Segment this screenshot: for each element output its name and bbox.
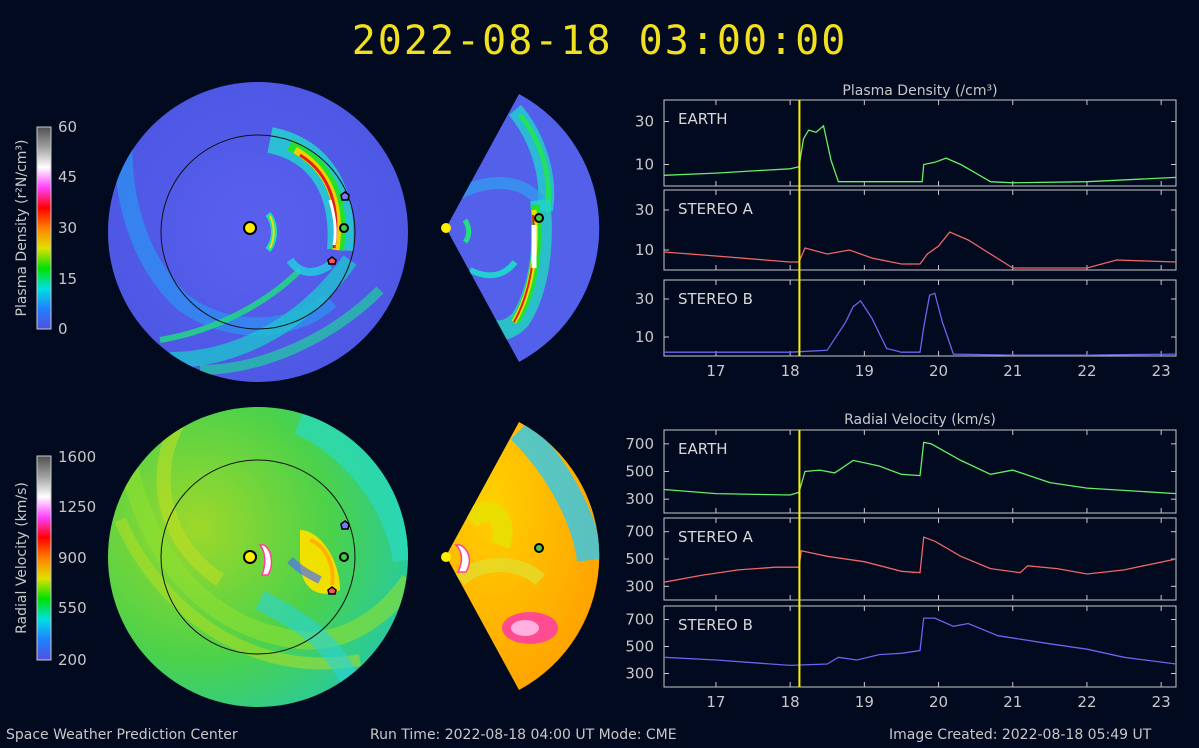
x-tick-label: 22 bbox=[1077, 362, 1096, 380]
velocity-colorbar: Radial Velocity (km/s) 1600 1250 900 550… bbox=[14, 448, 96, 669]
y-tick-label: 500 bbox=[625, 463, 654, 481]
x-tick-label: 23 bbox=[1152, 693, 1171, 711]
series-line bbox=[663, 441, 1177, 496]
velocity-ecliptic-map bbox=[108, 407, 408, 707]
sun-marker bbox=[243, 550, 257, 564]
earth-marker bbox=[534, 213, 544, 223]
series-name-label: EARTH bbox=[678, 440, 728, 458]
panel-frame bbox=[663, 189, 1177, 271]
density-colorbar-ticks: 60 45 30 15 0 bbox=[58, 118, 77, 338]
y-tick-label: 10 bbox=[635, 328, 654, 346]
series-name-label: STEREO B bbox=[678, 616, 753, 634]
earth-orbit-ring bbox=[160, 134, 356, 330]
stereo-b-marker bbox=[340, 520, 350, 530]
velocity-tick-label: 1600 bbox=[58, 448, 96, 466]
velocity-meridional-map bbox=[446, 422, 600, 690]
y-tick-label: 30 bbox=[635, 290, 654, 308]
y-tick-label: 30 bbox=[635, 113, 654, 131]
series-name-label: STEREO B bbox=[678, 290, 753, 308]
footer-run-info: Run Time: 2022-08-18 04:00 UT Mode: CME bbox=[370, 727, 677, 743]
x-tick-label: 19 bbox=[855, 693, 874, 711]
velocity-colorbar-ticks: 1600 1250 900 550 200 bbox=[58, 448, 96, 669]
y-tick-label: 300 bbox=[625, 665, 654, 683]
panel-frame bbox=[663, 99, 1177, 187]
y-tick-label: 700 bbox=[625, 523, 654, 541]
x-tick-label: 18 bbox=[781, 362, 800, 380]
chart-title: Radial Velocity (km/s) bbox=[844, 412, 996, 428]
velocity-map-markers bbox=[243, 520, 544, 595]
series-line bbox=[663, 124, 1177, 184]
density-tick-label: 45 bbox=[58, 168, 77, 186]
density-tick-label: 15 bbox=[58, 270, 77, 288]
y-tick-label: 10 bbox=[635, 241, 654, 259]
x-tick-label: 20 bbox=[929, 693, 948, 711]
y-tick-label: 300 bbox=[625, 577, 654, 595]
x-tick-label: 19 bbox=[855, 362, 874, 380]
y-tick-label: 700 bbox=[625, 611, 654, 629]
stereo-b-marker bbox=[340, 191, 350, 201]
stereo-a-marker bbox=[327, 586, 337, 595]
x-tick-label: 17 bbox=[706, 693, 725, 711]
x-tick-label: 22 bbox=[1077, 693, 1096, 711]
series-line bbox=[663, 536, 1177, 583]
x-tick-label: 21 bbox=[1003, 362, 1022, 380]
series-name-label: STEREO A bbox=[678, 528, 754, 546]
y-tick-label: 700 bbox=[625, 435, 654, 453]
x-tick-label: 20 bbox=[929, 362, 948, 380]
x-tick-label: 21 bbox=[1003, 693, 1022, 711]
earth-marker bbox=[339, 552, 349, 562]
x-tick-label: 18 bbox=[781, 693, 800, 711]
x-tick-label: 23 bbox=[1152, 362, 1171, 380]
x-tick-label: 17 bbox=[706, 362, 725, 380]
sun-marker bbox=[441, 552, 451, 562]
series-name-label: EARTH bbox=[678, 110, 728, 128]
density-colorbar-label: Plasma Density (r²N/cm³) bbox=[14, 140, 30, 317]
footer-created: Image Created: 2022-08-18 05:49 UT bbox=[889, 727, 1152, 743]
y-tick-label: 30 bbox=[635, 201, 654, 219]
velocity-tick-label: 200 bbox=[58, 651, 87, 669]
y-tick-label: 500 bbox=[625, 550, 654, 568]
density-colorbar: Plasma Density (r²N/cm³) 60 45 30 15 0 bbox=[14, 118, 77, 338]
sun-marker bbox=[441, 223, 451, 233]
y-tick-label: 500 bbox=[625, 638, 654, 656]
chart-title: Plasma Density (/cm³) bbox=[842, 83, 997, 99]
velocity-tick-label: 900 bbox=[58, 549, 87, 567]
density-tick-label: 0 bbox=[58, 320, 68, 338]
earth-orbit-ring bbox=[160, 459, 356, 655]
footer-organization: Space Weather Prediction Center bbox=[6, 727, 238, 743]
y-tick-label: 10 bbox=[635, 156, 654, 174]
series-line bbox=[663, 617, 1177, 667]
series-name-label: STEREO A bbox=[678, 200, 754, 218]
earth-marker bbox=[534, 543, 544, 553]
series-line bbox=[664, 292, 1177, 356]
velocity-tick-label: 1250 bbox=[58, 498, 96, 516]
series-line bbox=[663, 231, 1177, 269]
sun-marker bbox=[243, 221, 257, 235]
panel-frame bbox=[663, 279, 1177, 357]
velocity-tick-label: 550 bbox=[58, 599, 87, 617]
density-tick-label: 60 bbox=[58, 118, 77, 136]
page-title: 2022-08-18 03:00:00 bbox=[351, 18, 848, 64]
velocity-colorbar-label: Radial Velocity (km/s) bbox=[14, 482, 30, 634]
density-map-markers bbox=[243, 191, 544, 265]
density-tick-label: 30 bbox=[58, 219, 77, 237]
y-tick-label: 300 bbox=[625, 490, 654, 508]
earth-marker bbox=[339, 223, 349, 233]
stereo-a-marker bbox=[327, 256, 337, 265]
